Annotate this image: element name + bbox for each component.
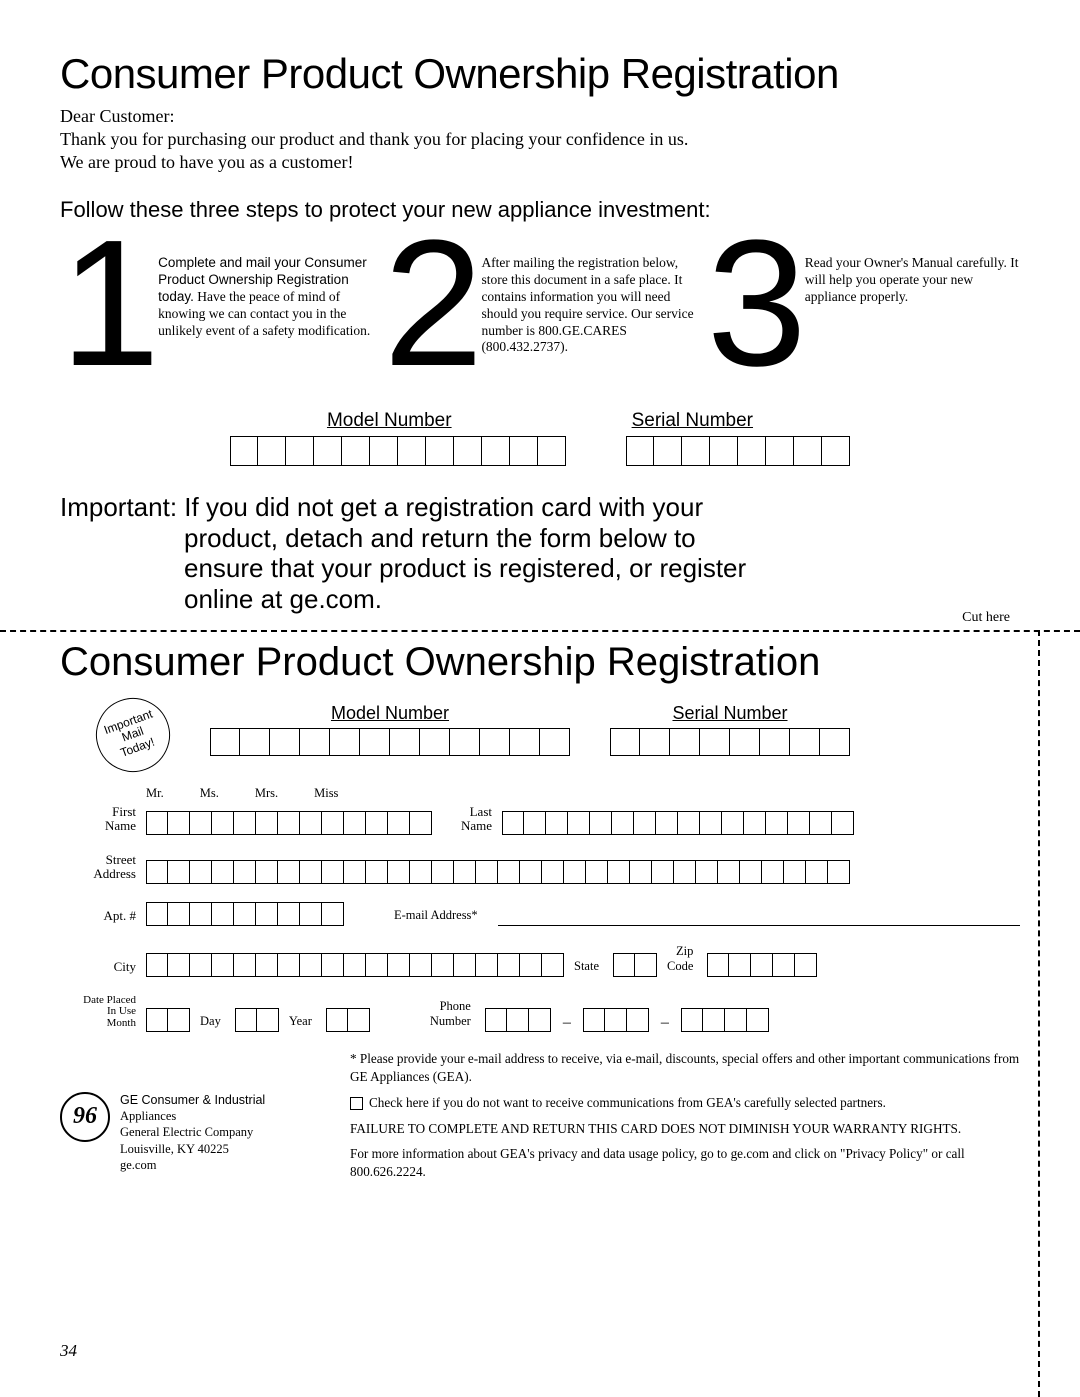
apt-label: Apt. # <box>60 909 136 926</box>
page-number: 34 <box>60 1341 77 1361</box>
model-number-label: Model Number <box>327 410 452 432</box>
state-input[interactable] <box>613 953 657 977</box>
thank-line-1: Thank you for purchasing our product and… <box>60 129 1020 150</box>
month-input[interactable] <box>146 1008 190 1032</box>
title-miss: Miss <box>314 786 338 801</box>
phone-label: PhoneNumber <box>430 999 475 1032</box>
step-2-text: After mailing the registration below, st… <box>481 227 696 380</box>
optout-checkbox[interactable] <box>350 1097 363 1110</box>
cut-line-horizontal <box>0 630 1080 632</box>
company-line-4: Louisville, KY 40225 <box>120 1141 265 1157</box>
phone-dash-2: – <box>659 1014 671 1032</box>
year-label: Year <box>289 1014 316 1032</box>
day-label: Day <box>200 1014 225 1032</box>
title-mrs: Mrs. <box>255 786 278 801</box>
model-number-input[interactable] <box>230 436 566 466</box>
last-name-label: LastName <box>442 805 492 835</box>
company-line-2: Appliances <box>120 1108 265 1124</box>
state-label: State <box>574 959 603 977</box>
greeting: Dear Customer: <box>60 106 1020 127</box>
ge-logo-icon: 96 <box>60 1092 110 1142</box>
city-label: City <box>60 960 136 977</box>
company-line-1: GE Consumer & Industrial <box>120 1092 265 1108</box>
step-1: 1 Complete and mail your Consumer Produc… <box>60 227 373 380</box>
step-2-number: 2 <box>383 227 475 380</box>
step-2: 2 After mailing the registration below, … <box>383 227 696 380</box>
street-label: StreetAddress <box>60 853 136 883</box>
footnote-email: * Please provide your e-mail address to … <box>350 1050 1020 1086</box>
phone-input-c[interactable] <box>681 1008 769 1032</box>
date-label: Date PlacedIn UseMonth <box>60 995 136 1033</box>
street-input[interactable] <box>146 860 850 884</box>
form-model-label: Model Number <box>331 703 449 724</box>
phone-dash-1: – <box>561 1014 573 1032</box>
follow-instruction: Follow these three steps to protect your… <box>60 197 1020 223</box>
zip-label: ZipCode <box>667 944 697 977</box>
company-line-5: ge.com <box>120 1157 265 1173</box>
cut-line-vertical <box>1038 630 1040 1397</box>
company-block: 96 GE Consumer & Industrial Appliances G… <box>60 1092 265 1173</box>
serial-number-label: Serial Number <box>632 410 753 432</box>
steps-row: 1 Complete and mail your Consumer Produc… <box>60 227 1020 380</box>
step-1-number: 1 <box>60 227 152 380</box>
footnote-optout: Check here if you do not want to receive… <box>369 1095 886 1110</box>
last-name-input[interactable] <box>502 811 854 835</box>
important-notice: Important: If you did not get a registra… <box>60 492 1020 615</box>
form-serial-input[interactable] <box>610 728 850 756</box>
title-mr: Mr. <box>146 786 164 801</box>
phone-input-a[interactable] <box>485 1008 551 1032</box>
form-serial-label: Serial Number <box>672 703 787 724</box>
cut-here-label: Cut here <box>962 610 1010 626</box>
day-input[interactable] <box>235 1008 279 1032</box>
step-3-number: 3 <box>707 227 799 380</box>
company-line-3: General Electric Company <box>120 1124 265 1140</box>
footnote-warranty: FAILURE TO COMPLETE AND RETURN THIS CARD… <box>350 1120 1020 1138</box>
first-name-label: FirstName <box>60 805 136 835</box>
phone-input-b[interactable] <box>583 1008 649 1032</box>
step-3: 3 Read your Owner's Manual carefully. It… <box>707 227 1020 380</box>
email-label: E-mail Address* <box>394 908 482 926</box>
form-title: Consumer Product Ownership Registration <box>60 640 1020 685</box>
page-title: Consumer Product Ownership Registration <box>60 50 1020 98</box>
registration-form: Consumer Product Ownership Registration … <box>60 640 1020 1189</box>
email-input[interactable] <box>498 908 1020 926</box>
city-input[interactable] <box>146 953 564 977</box>
mail-today-stamp: ImportantMailToday! <box>86 688 181 783</box>
salutation-row: Mr. Ms. Mrs. Miss <box>146 786 1020 801</box>
serial-number-input[interactable] <box>626 436 850 466</box>
zip-input[interactable] <box>707 953 817 977</box>
step-3-text: Read your Owner's Manual carefully. It w… <box>805 227 1020 380</box>
first-name-input[interactable] <box>146 811 432 835</box>
apt-input[interactable] <box>146 902 344 926</box>
footnotes: * Please provide your e-mail address to … <box>350 1050 1020 1181</box>
year-input[interactable] <box>326 1008 370 1032</box>
footnote-privacy: For more information about GEA's privacy… <box>350 1145 1020 1181</box>
title-ms: Ms. <box>200 786 219 801</box>
form-model-input[interactable] <box>210 728 570 756</box>
thank-line-2: We are proud to have you as a customer! <box>60 152 1020 173</box>
